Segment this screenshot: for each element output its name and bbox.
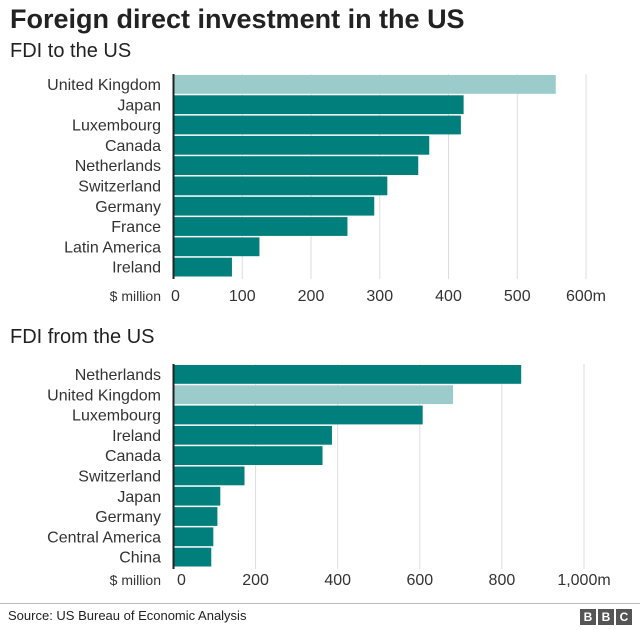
bar-japan — [173, 95, 464, 115]
tick-label: 800 — [489, 572, 516, 589]
tick-label: 600 — [406, 572, 433, 589]
category-label: Japan — [117, 97, 161, 114]
bar-canada — [173, 135, 430, 155]
bar-china — [173, 547, 212, 567]
category-label: Japan — [117, 489, 161, 506]
plots: 0 100 200 300 400 500 600m $ million United King… — [47, 74, 611, 589]
bar-japan — [173, 486, 221, 506]
bar-switzerland — [173, 466, 245, 486]
category-label: Netherlands — [75, 367, 161, 384]
tick-label: 400 — [435, 288, 462, 305]
tick-label: 100 — [229, 288, 256, 305]
bar-united-kingdom — [173, 75, 556, 94]
category-label: Ireland — [112, 260, 161, 277]
tick-label: 300 — [366, 288, 393, 305]
divider — [0, 603, 640, 604]
bar-switzerland — [173, 176, 388, 196]
category-label: Germany — [95, 509, 161, 526]
category-label: Latin America — [64, 239, 161, 256]
tick-label: 0 — [177, 572, 186, 589]
category-label: Switzerland — [78, 179, 161, 196]
category-label: Switzerland — [78, 469, 161, 486]
bar-united-kingdom — [173, 385, 454, 405]
tick-label: 500 — [504, 288, 531, 305]
bar-netherlands — [173, 156, 419, 175]
source: Source: US Bureau of Economic Analysis — [8, 608, 247, 623]
category-label: Luxembourg — [72, 118, 161, 135]
category-label: Ireland — [112, 428, 161, 445]
subtitle-from-us: FDI from the US — [10, 326, 155, 348]
bar-germany — [173, 196, 375, 216]
tick-label: 0 — [171, 288, 180, 305]
bar-luxembourg — [173, 405, 423, 425]
category-label: China — [119, 550, 161, 567]
bar-luxembourg — [173, 115, 461, 135]
tick-label: 400 — [324, 572, 351, 589]
bar-central-america — [173, 527, 214, 547]
chart-title: Foreign direct investment in the US — [10, 4, 465, 34]
category-label: Central America — [47, 529, 161, 546]
unit-label: $ million — [110, 572, 161, 588]
category-label: Canada — [105, 138, 161, 155]
bar-ireland — [173, 425, 332, 445]
tick-label: 600m — [566, 288, 606, 305]
subtitle-to-us: FDI to the US — [10, 40, 132, 62]
bar-netherlands — [173, 365, 522, 384]
bar-latin-america — [173, 237, 260, 257]
unit-label: $ million — [110, 288, 161, 304]
category-label: France — [111, 219, 161, 236]
tick-label: 200 — [242, 572, 269, 589]
tick-label: 200 — [298, 288, 325, 305]
category-label: Canada — [105, 448, 161, 465]
category-label: Netherlands — [75, 158, 161, 175]
category-label: Luxembourg — [72, 408, 161, 425]
bar-canada — [173, 446, 323, 465]
bar-germany — [173, 507, 218, 526]
category-label: Germany — [95, 199, 161, 216]
category-label: United Kingdom — [47, 77, 161, 94]
bar-ireland — [173, 257, 232, 277]
category-label: United Kingdom — [47, 387, 161, 404]
bar-france — [173, 217, 348, 236]
tick-label: 1,000m — [557, 572, 610, 589]
